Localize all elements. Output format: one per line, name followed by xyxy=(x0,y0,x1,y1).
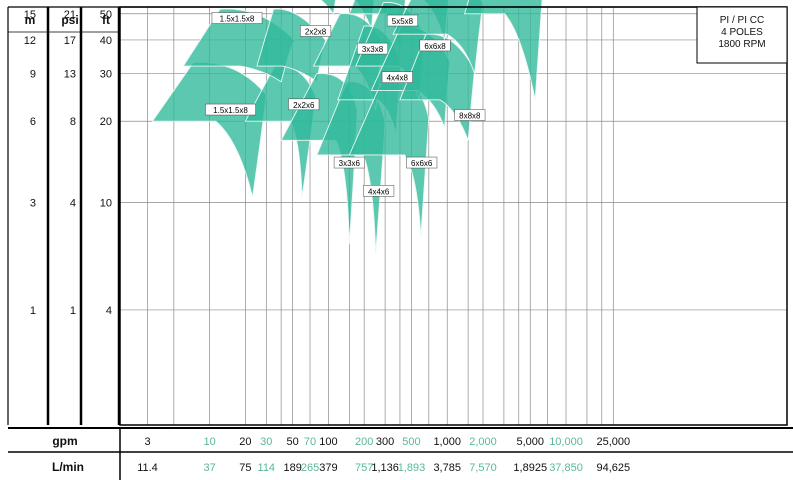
x-tick-gpm: 500 xyxy=(402,436,420,448)
chart-frame xyxy=(7,6,793,480)
x-tick-lmin: 379 xyxy=(319,462,337,474)
x-tick-gpm: 200 xyxy=(355,436,373,448)
x-tick-lmin: 7,570 xyxy=(469,462,497,474)
y-tick-ft: 10 xyxy=(100,198,112,210)
info-line: 4 POLES xyxy=(721,27,763,38)
y-tick-ft: 50 xyxy=(100,9,112,21)
pump-label: 4x4x8 xyxy=(387,74,409,83)
y-tick-psi: 4 xyxy=(70,198,76,210)
pump-label: 5x5x8 xyxy=(392,17,414,26)
y-tick-m: 6 xyxy=(30,116,36,128)
y-tick-ft: 20 xyxy=(100,116,112,128)
x-tick-gpm: 25,000 xyxy=(596,436,630,448)
y-axes: m213152121916130241815129631psi303217173… xyxy=(24,9,112,317)
pump-label: 8x8x8 xyxy=(459,112,481,121)
x-tick-lmin: 1,893 xyxy=(398,462,426,474)
y-axis-header-ft: ft xyxy=(102,13,110,27)
y-tick-m: 15 xyxy=(24,9,36,21)
info-box-frame xyxy=(696,6,788,64)
y-tick-m: 3 xyxy=(30,198,36,210)
pump-label-box xyxy=(381,71,413,83)
x-tick-lmin: 37 xyxy=(203,462,215,474)
pump-label: 1.5x1.5x8 xyxy=(213,106,248,115)
pump-label-box xyxy=(300,25,332,37)
x-tick-lmin: 75 xyxy=(239,462,251,474)
x-tick-gpm: 20 xyxy=(239,436,251,448)
x-tick-gpm: 30 xyxy=(260,436,272,448)
x-axis-label-gpm: gpm xyxy=(52,434,77,448)
x-tick-lmin: 114 xyxy=(258,462,276,474)
pump-label-box xyxy=(333,156,365,169)
pump-region-1.5x1.5x8 xyxy=(151,61,267,197)
pump-label-box xyxy=(363,185,395,197)
y-tick-psi: 17 xyxy=(64,35,76,47)
pump-label-box xyxy=(386,14,418,27)
x-tick-gpm: 70 xyxy=(304,436,316,448)
y-axis-header-psi: psi xyxy=(61,13,78,27)
pump-label: 2x2x6 xyxy=(293,101,315,110)
x-tick-lmin: 3,785 xyxy=(433,462,461,474)
x-tick-gpm: 2,000 xyxy=(469,436,497,448)
y-tick-m: 12 xyxy=(24,35,36,47)
y-axis-header-m: m xyxy=(25,13,36,27)
x-tick-lmin: 1,136 xyxy=(371,462,399,474)
pump-label: 2x2x8 xyxy=(305,27,327,36)
pump-label-box xyxy=(288,98,320,111)
x-tick-lmin: 265 xyxy=(301,462,319,474)
info-line: 1800 RPM xyxy=(718,39,765,50)
x-tick-gpm: 50 xyxy=(287,436,299,448)
x-tick-gpm: 1,000 xyxy=(433,436,461,448)
x-tick-gpm: 100 xyxy=(319,436,337,448)
pump-label: 6x6x8 xyxy=(424,42,446,51)
x-tick-lmin: 757 xyxy=(355,462,373,474)
y-tick-psi: 8 xyxy=(70,116,76,128)
y-tick-psi: 21 xyxy=(64,9,76,21)
pump-region-12x12x13 xyxy=(463,0,543,100)
info-line: PI / PI CC xyxy=(720,15,764,26)
pump-label: 3x3x8 xyxy=(362,45,384,54)
pump-label-box xyxy=(211,12,263,24)
x-tick-lmin: 37,850 xyxy=(549,462,583,474)
x-tick-lmin: 11.4 xyxy=(137,462,158,474)
y-tick-ft: 30 xyxy=(100,69,112,81)
x-tick-gpm: 300 xyxy=(376,436,394,448)
y-tick-ft: 40 xyxy=(100,35,112,47)
y-tick-psi: 13 xyxy=(64,69,76,81)
pump-label-box xyxy=(205,103,256,116)
y-tick-m: 9 xyxy=(30,69,36,81)
x-tick-gpm: 10,000 xyxy=(549,436,583,448)
pump-curves xyxy=(151,0,543,254)
pump-label: 6x6x6 xyxy=(411,159,433,168)
pump-label-box xyxy=(357,42,389,55)
x-tick-lmin: 1,8925 xyxy=(513,462,547,474)
pump-label: 1.5x1.5x8 xyxy=(220,15,255,24)
y-tick-psi: 1 xyxy=(70,305,76,317)
pump-labels: 1.5x1.5x82x2x61.5x1.5x82x2x83x3x64x4x62x… xyxy=(205,12,486,197)
pump-label: 3x3x6 xyxy=(339,159,361,168)
x-tick-gpm: 5,000 xyxy=(516,436,544,448)
pump-label-box xyxy=(419,39,451,52)
x-tick-gpm: 10 xyxy=(203,436,215,448)
y-tick-m: 1 xyxy=(30,305,36,317)
x-tick-lmin: 189 xyxy=(283,462,301,474)
pump-label-box xyxy=(454,109,486,121)
x-tick-lmin: 94,625 xyxy=(596,462,630,474)
x-axis-label-lmin: L/min xyxy=(52,460,84,474)
pump-label-box xyxy=(406,156,438,169)
x-tick-gpm: 3 xyxy=(144,436,150,448)
y-tick-ft: 4 xyxy=(106,305,112,317)
pump-label: 4x4x6 xyxy=(368,187,390,196)
x-axes: gpm 3 10 20 30 50 70 100 200 300 500 1,000 2,000 5,00… xyxy=(52,434,630,474)
